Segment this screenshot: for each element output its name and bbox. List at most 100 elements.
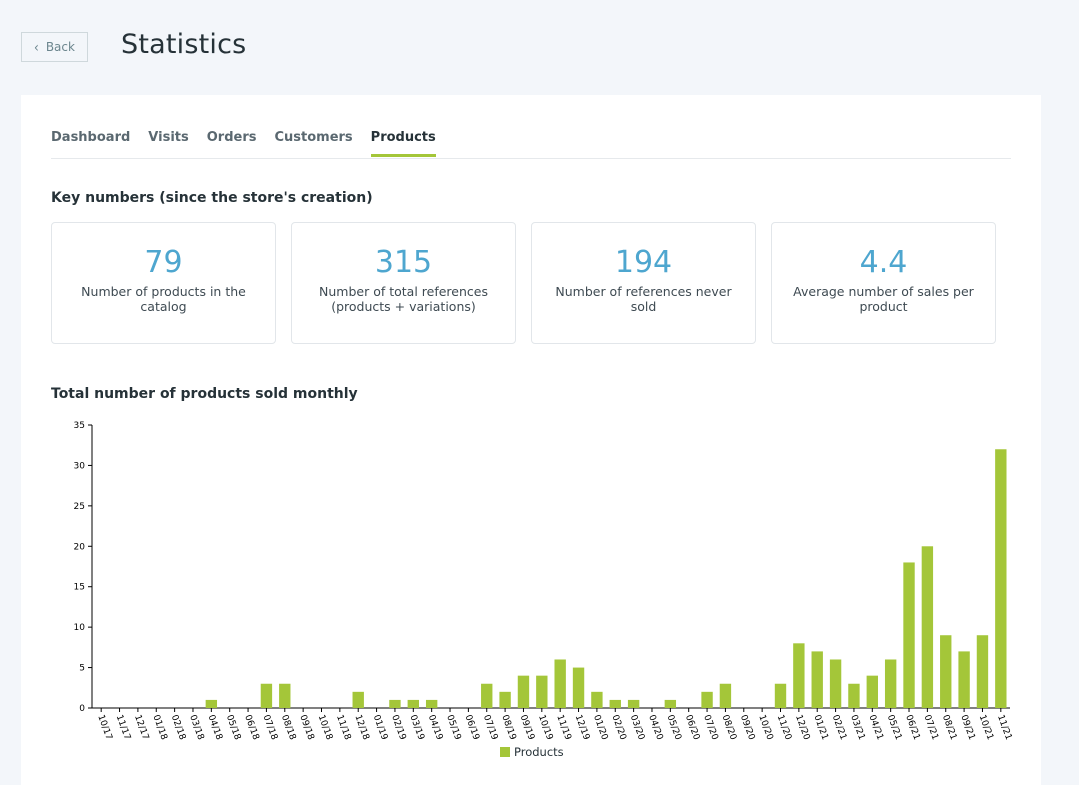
x-tick-label: 06/21: [903, 714, 921, 742]
bar: [664, 699, 677, 708]
x-tick-label: 05/21: [885, 714, 903, 742]
x-tick-label: 03/21: [848, 714, 866, 742]
x-tick-label: 09/18: [297, 714, 315, 742]
y-tick-label: 25: [74, 502, 85, 512]
x-tick-label: 03/19: [407, 714, 425, 742]
y-tick-label: 10: [74, 623, 86, 633]
x-tick-label: 04/18: [206, 714, 224, 742]
kpi-value: 194: [614, 245, 673, 280]
bar: [976, 635, 989, 708]
bar: [591, 691, 603, 708]
bar: [627, 699, 640, 708]
tab-dashboard[interactable]: Dashboard: [51, 130, 131, 145]
y-tick-label: 15: [74, 583, 85, 593]
tab-visits[interactable]: Visits: [148, 130, 189, 145]
x-tick-label: 12/18: [352, 714, 370, 742]
x-tick-label: 09/21: [958, 714, 976, 742]
x-tick-label: 04/19: [426, 714, 444, 742]
y-tick-label: 30: [74, 461, 86, 471]
bar: [260, 683, 273, 708]
x-tick-label: 03/18: [187, 714, 205, 742]
x-tick-label: 02/21: [830, 714, 848, 742]
bar: [866, 675, 878, 708]
chevron-left-icon: ‹: [34, 38, 39, 56]
bar: [481, 683, 493, 708]
x-tick-label: 11/17: [114, 714, 132, 742]
bar: [407, 699, 419, 708]
bar: [958, 651, 970, 708]
x-tick-label: 10/19: [536, 714, 554, 742]
bar: [499, 691, 511, 708]
legend-swatch: [500, 747, 510, 757]
y-tick-label: 5: [79, 664, 85, 674]
bar: [701, 691, 713, 708]
bar: [425, 699, 438, 708]
x-tick-label: 09/19: [518, 714, 536, 742]
page-title: Statistics: [121, 29, 247, 60]
statistics-card: Dashboard Visits Orders Customers Produc…: [21, 95, 1041, 785]
bar: [793, 643, 805, 708]
kpi-row: 79 Number of products in the catalog 315…: [51, 222, 996, 344]
bar: [609, 699, 621, 708]
bar: [719, 683, 732, 708]
x-tick-label: 03/20: [628, 714, 646, 742]
bar: [554, 659, 566, 708]
x-tick-label: 02/19: [389, 714, 407, 742]
x-tick-label: 06/20: [683, 714, 701, 742]
y-tick-label: 20: [74, 542, 86, 552]
back-button[interactable]: ‹ Back: [21, 32, 88, 62]
x-tick-label: 12/20: [793, 714, 811, 742]
back-button-label: Back: [45, 40, 75, 54]
bar: [536, 675, 548, 708]
x-tick-label: 06/19: [463, 714, 481, 742]
x-tick-label: 07/18: [261, 714, 279, 742]
key-numbers-title: Key numbers (since the store's creation): [51, 190, 373, 206]
kpi-label: Number of total references (products + v…: [319, 284, 488, 314]
kpi-label: Number of references never sold: [555, 284, 732, 314]
tab-customers[interactable]: Customers: [274, 130, 353, 145]
x-tick-label: 11/19: [554, 714, 572, 742]
x-tick-label: 10/17: [95, 714, 113, 742]
kpi-card-avg-sales: 4.4 Average number of sales per product: [771, 222, 996, 344]
x-tick-label: 05/20: [665, 714, 683, 742]
x-tick-label: 11/21: [995, 714, 1013, 742]
legend-label: Products: [514, 745, 564, 759]
tab-products[interactable]: Products: [370, 130, 436, 157]
bar: [352, 691, 364, 708]
bar: [811, 651, 823, 708]
x-tick-label: 09/20: [738, 714, 756, 742]
bar: [903, 562, 915, 708]
bar: [829, 659, 842, 708]
kpi-card-products: 79 Number of products in the catalog: [51, 222, 276, 344]
x-tick-label: 07/21: [922, 714, 940, 742]
x-tick-label: 01/21: [811, 714, 829, 742]
x-tick-label: 07/19: [481, 714, 499, 742]
bar: [884, 659, 897, 708]
chart-title: Total number of products sold monthly: [51, 386, 358, 402]
x-tick-label: 02/18: [169, 714, 187, 742]
x-tick-label: 04/20: [646, 714, 664, 742]
tab-orders[interactable]: Orders: [206, 130, 257, 145]
kpi-value: 315: [374, 245, 433, 280]
x-tick-label: 11/18: [334, 714, 352, 742]
bar: [921, 546, 934, 708]
bar: [774, 683, 787, 708]
y-tick-label: 0: [79, 704, 85, 714]
x-tick-label: 05/18: [224, 714, 242, 742]
kpi-label: Number of products in the catalog: [81, 284, 246, 314]
bar: [389, 699, 401, 708]
kpi-value: 4.4: [859, 245, 908, 280]
kpi-card-never-sold: 194 Number of references never sold: [531, 222, 756, 344]
x-tick-label: 08/20: [720, 714, 738, 742]
chart-legend: Products: [500, 745, 564, 759]
bar: [995, 449, 1007, 708]
x-tick-label: 02/20: [609, 714, 627, 742]
x-tick-label: 12/19: [573, 714, 591, 742]
x-tick-label: 10/21: [977, 714, 995, 742]
bar: [940, 635, 952, 708]
tab-bar: Dashboard Visits Orders Customers Produc…: [51, 130, 1011, 159]
kpi-value: 79: [144, 245, 183, 280]
bar: [572, 667, 585, 708]
bar: [205, 699, 218, 708]
